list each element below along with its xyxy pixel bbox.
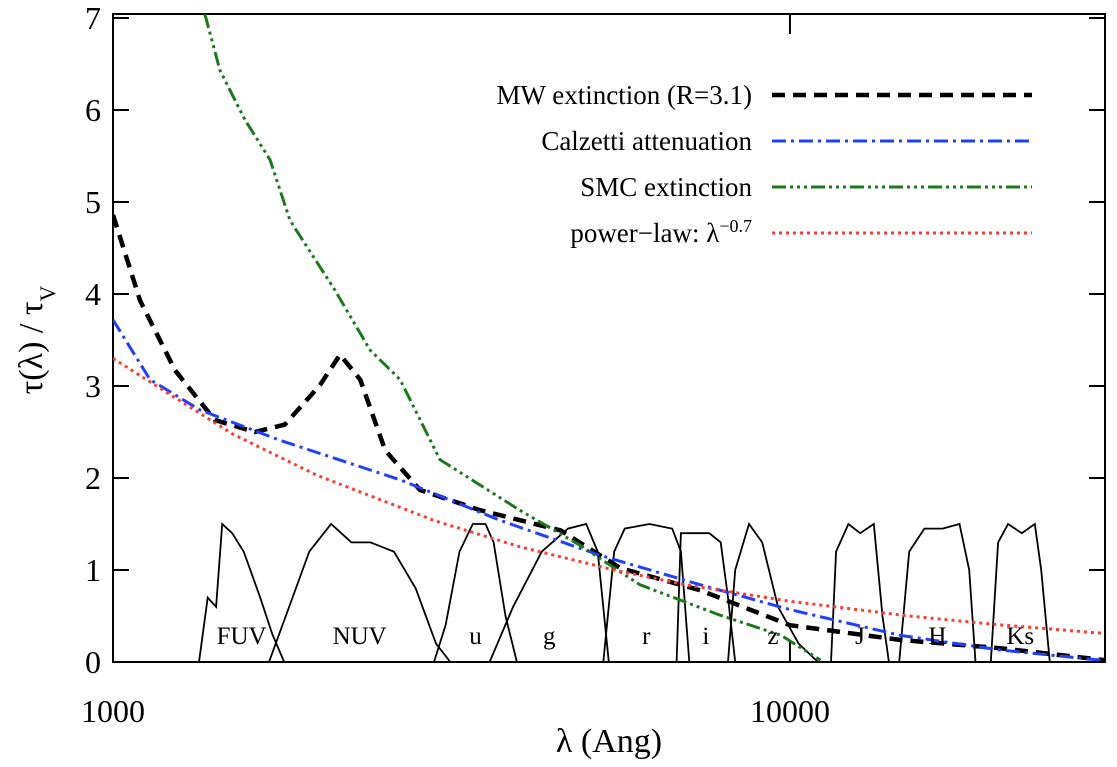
y-tick-label: 6	[85, 92, 101, 128]
filter-curve	[830, 522, 890, 662]
filter-curve	[675, 532, 737, 662]
filter-curve	[268, 522, 452, 662]
filter-label: u	[469, 623, 482, 650]
series-line	[113, 214, 1105, 662]
filter-curve	[898, 522, 977, 662]
legend-label: Calzetti attenuation	[541, 126, 752, 156]
filter-curve	[989, 522, 1051, 662]
plot-area	[113, 14, 1105, 662]
filter-label: Ks	[1006, 623, 1034, 650]
series-line	[113, 319, 1102, 662]
y-tick-label: 5	[85, 184, 101, 220]
legend-label: SMC extinction	[580, 172, 752, 202]
filter-label: z	[767, 623, 778, 650]
x-axis-label: λ (Ang)	[556, 723, 662, 760]
y-tick-label: 1	[85, 552, 101, 588]
filter-curve	[198, 522, 286, 662]
filter-label: g	[543, 623, 556, 650]
series-line	[203, 14, 822, 662]
y-tick-label: 2	[85, 460, 101, 496]
filter-curve	[727, 521, 819, 662]
y-tick-label: 4	[85, 276, 101, 312]
filter-curve	[433, 523, 518, 662]
x-tick-label: 10000	[750, 693, 830, 729]
y-tick-label: 7	[85, 0, 101, 36]
filter-label: J	[855, 623, 865, 650]
y-axis-label: τ(λ) / τV	[13, 285, 60, 394]
series-line	[113, 357, 1105, 635]
y-tick-label: 0	[85, 644, 101, 680]
filter-label: NUV	[333, 623, 387, 650]
plot-frame	[112, 13, 1106, 663]
legend-label: MW extinction (R=3.1)	[497, 80, 752, 110]
filter-label: H	[928, 623, 946, 650]
y-tick-label: 3	[85, 368, 101, 404]
legend-label: power−law: λ−0.7	[570, 216, 752, 248]
x-tick-label: 1000	[81, 693, 145, 729]
filter-label: i	[702, 623, 709, 650]
filter-label: r	[642, 623, 651, 650]
filter-label: FUV	[217, 623, 267, 650]
